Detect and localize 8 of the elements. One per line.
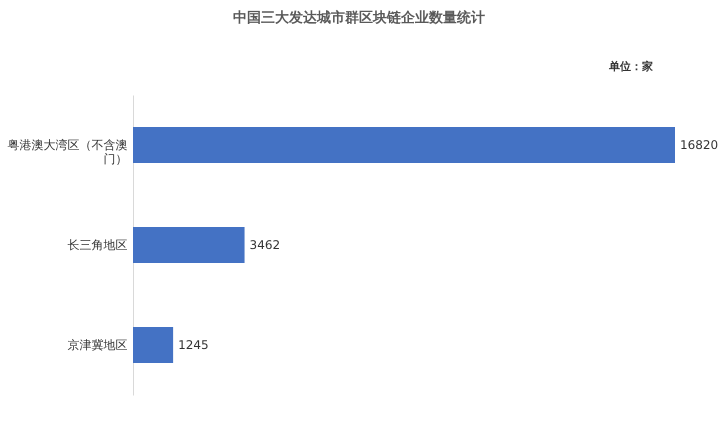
y-tick-label: 粤港澳大湾区（不含澳门） xyxy=(8,138,128,166)
y-tick-label: 长三角地区 xyxy=(68,238,128,252)
text: 单位：家 xyxy=(608,60,653,73)
chart-title: 中国三大发达城市群区块链企业数量统计 xyxy=(233,9,485,26)
data-label: 1245 xyxy=(178,338,209,352)
data-label: 16820 xyxy=(680,138,718,152)
data-label: 3462 xyxy=(250,238,280,252)
y-tick-label: 京津冀地区 xyxy=(68,338,128,352)
